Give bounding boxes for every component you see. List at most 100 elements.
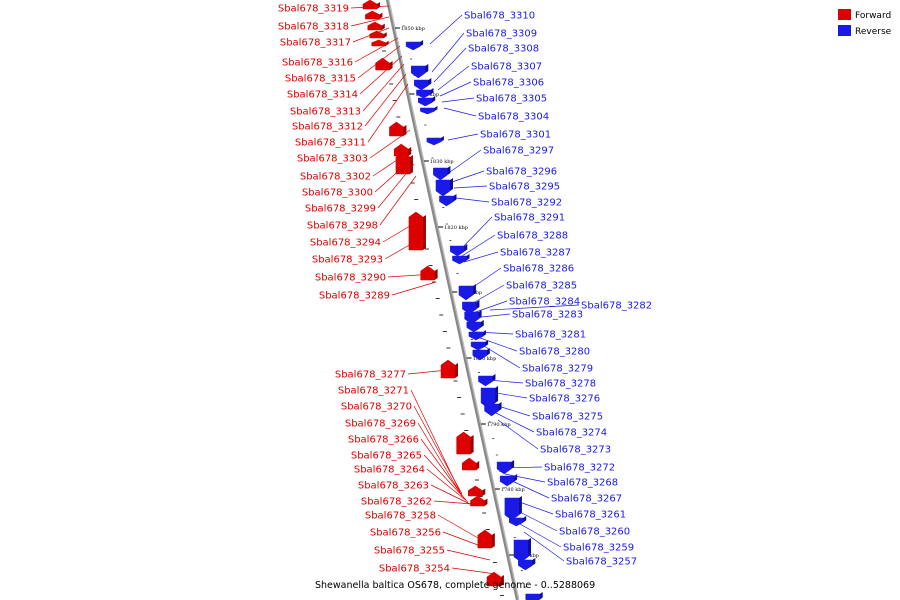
gene-name: Sbal678_3314 [287, 90, 358, 101]
gene-name: Sbal678_3260 [559, 527, 630, 538]
gene-name: Sbal678_3305 [476, 94, 547, 105]
reverse-gene-glyph [420, 106, 438, 115]
leader-line [449, 149, 482, 173]
leader-line [465, 267, 502, 293]
forward-gene-glyph [408, 211, 426, 251]
gene-name: Sbal678_3310 [464, 11, 535, 22]
tick: 1820 kbp [438, 225, 468, 231]
reverse-gene-label: Sbal678_3292 [491, 198, 562, 209]
leader-line [429, 14, 463, 45]
reverse-gene-label: Sbal678_3260 [559, 527, 630, 538]
forward-gene-label: Sbal678_3302 [300, 172, 371, 183]
gene-name: Sbal678_3301 [480, 130, 551, 141]
gene-name: Sbal678_3279 [522, 364, 593, 375]
tick-label: 1830 kbp [430, 159, 454, 165]
tick: 1780 kbp [494, 487, 525, 493]
gene-name: Sbal678_3273 [540, 445, 611, 456]
leader-line [417, 422, 463, 497]
reverse-gene-label: Sbal678_3278 [525, 379, 596, 390]
forward-gene-label: Sbal678_3289 [319, 291, 390, 302]
reverse-gene-label: Sbal678_3304 [478, 112, 549, 123]
forward-gene-glyph [367, 21, 385, 31]
reverse-gene-glyph [450, 244, 468, 257]
gene-name: Sbal678_3296 [486, 167, 557, 178]
leader-line [467, 284, 505, 307]
leader-line [489, 391, 528, 399]
reverse-gene-glyph [416, 88, 434, 99]
gene-name: Sbal678_3289 [319, 291, 390, 302]
leader-line [491, 403, 531, 417]
leader-line [426, 468, 469, 503]
leader-line [459, 216, 493, 251]
reverse-gene-label: Sbal678_3268 [547, 478, 618, 489]
leader-line [362, 63, 405, 112]
forward-gene-glyph [470, 495, 488, 507]
leader-line [487, 379, 524, 384]
reverse-gene-label: Sbal678_3275 [532, 412, 603, 423]
gene-name: Sbal678_3272 [544, 463, 615, 474]
leader-line [350, 5, 390, 9]
forward-gene-label: Sbal678_3319 [278, 4, 349, 15]
gene-name: Sbal678_3302 [300, 172, 371, 183]
leader-line [475, 331, 514, 335]
label-leader-lines [350, 5, 580, 575]
reverse-gene-glyph [480, 386, 499, 409]
reverse-gene-glyph [478, 374, 496, 387]
reverse-gene-label: Sbal678_3309 [466, 29, 537, 40]
leader-line [519, 523, 562, 548]
forward-gene-label: Sbal678_3262 [361, 497, 432, 508]
leader-line [451, 170, 485, 183]
leader-line [374, 157, 414, 193]
reverse-gene-label: Sbal678_3306 [473, 78, 544, 89]
leader-line [364, 73, 407, 127]
forward-gene-label: Sbal678_3266 [348, 435, 419, 446]
gene-name: Sbal678_3281 [515, 330, 586, 341]
reverse-gene-label: Sbal678_3273 [540, 445, 611, 456]
reverse-gene-label: Sbal678_3274 [536, 428, 607, 439]
reverse-gene-label: Sbal678_3297 [483, 146, 554, 157]
leader-line [489, 304, 580, 311]
leader-line [384, 235, 426, 260]
gene-name: Sbal678_3278 [525, 379, 596, 390]
reverse-gene-glyph [433, 166, 451, 181]
gene-name: Sbal678_3294 [310, 238, 381, 249]
reverse-gene-label: Sbal678_3276 [529, 394, 600, 405]
leader-line [483, 345, 521, 369]
forward-gene-label: Sbal678_3316 [282, 58, 353, 69]
forward-gene-label: Sbal678_3256 [370, 528, 441, 539]
forward-gene-label: Sbal678_3303 [297, 154, 368, 165]
leader-line [433, 500, 473, 505]
forward-gene-label: Sbal678_3300 [302, 188, 373, 199]
forward-gene-label: Sbal678_3311 [295, 138, 366, 149]
reverse-gene-label: Sbal678_3279 [522, 364, 593, 375]
backbone-line [385, 0, 519, 600]
reverse-gene-glyph [435, 178, 453, 197]
reverse-gene-glyph [470, 340, 489, 351]
leader-line [446, 549, 491, 561]
tick: 1790 kbp [480, 422, 511, 428]
genome-backbone [374, 0, 527, 600]
legend-reverse-swatch [838, 25, 851, 36]
gene-name: Sbal678_3275 [532, 412, 603, 423]
forward-gene-label: Sbal678_3313 [290, 107, 361, 118]
legend-reverse-label: Reverse [855, 27, 892, 37]
gene-name: Sbal678_3254 [379, 564, 450, 575]
leader-line [379, 175, 417, 226]
forward-gene-label: Sbal678_3290 [315, 273, 386, 284]
gene-name: Sbal678_3287 [500, 248, 571, 259]
gene-name: Sbal678_3280 [519, 347, 590, 358]
gene-name: Sbal678_3304 [478, 112, 549, 123]
leader-line [479, 337, 518, 352]
reverse-gene-label: Sbal678_3305 [476, 94, 547, 105]
gene-name: Sbal678_3263 [358, 481, 429, 492]
leader-line [451, 567, 497, 575]
forward-gene-glyph [440, 359, 458, 379]
gene-name: Sbal678_3257 [566, 557, 637, 568]
reverse-gene-label: Sbal678_3283 [512, 310, 583, 321]
gene-name: Sbal678_3277 [335, 370, 406, 381]
leader-line [354, 37, 399, 63]
reverse-gene-label: Sbal678_3284 [509, 297, 580, 308]
reverse-gene-glyph [462, 300, 480, 315]
forward-gene-label: Sbal678_3317 [280, 38, 351, 49]
